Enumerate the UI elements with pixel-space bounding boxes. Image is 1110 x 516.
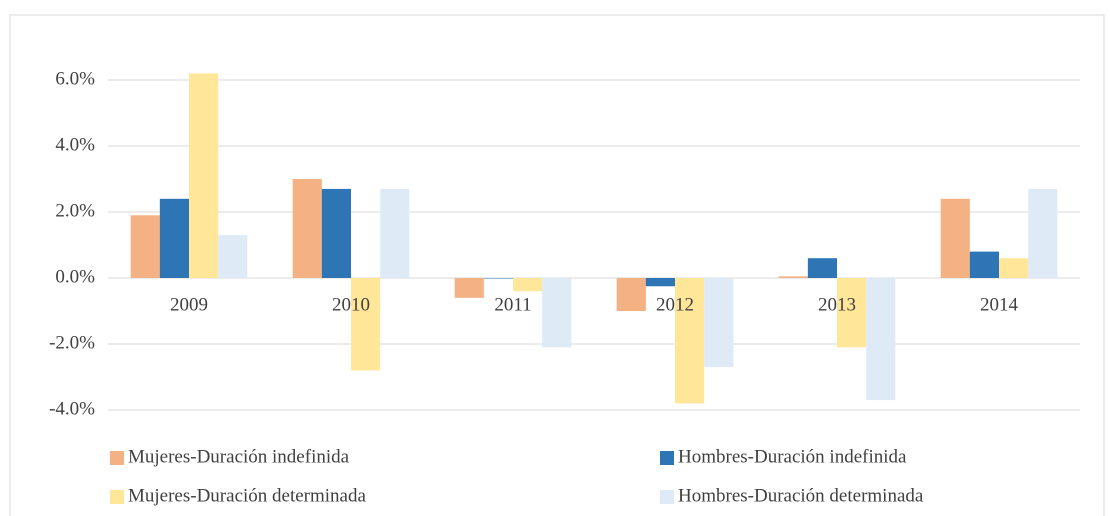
- bar: [542, 278, 572, 348]
- legend-swatch: [660, 451, 674, 465]
- bar: [189, 73, 219, 279]
- legend-label: Hombres-Duración determinada: [678, 485, 924, 506]
- legend-swatch: [110, 451, 124, 465]
- y-tick-label: -4.0%: [49, 398, 95, 419]
- bar: [866, 278, 896, 401]
- bar: [292, 179, 322, 278]
- y-tick-label: -2.0%: [49, 332, 95, 353]
- y-tick-label: 0.0%: [55, 266, 95, 287]
- bar: [380, 188, 410, 278]
- chart-frame: [9, 14, 1105, 516]
- bar: [645, 278, 675, 287]
- bar: [616, 278, 646, 311]
- bar: [159, 198, 189, 278]
- bar: [837, 278, 867, 348]
- bar: [704, 278, 734, 368]
- bar: [513, 278, 543, 292]
- legend-swatch: [110, 490, 124, 504]
- legend-label: Mujeres-Duración determinada: [128, 485, 366, 506]
- bar: [130, 215, 160, 278]
- x-tick-label: 2009: [170, 294, 208, 315]
- bar: [807, 258, 837, 278]
- bar: [675, 278, 705, 404]
- bar: [218, 235, 248, 278]
- bar: [940, 198, 970, 278]
- bar: [969, 251, 999, 278]
- bar: [1028, 188, 1058, 278]
- bar: [999, 258, 1029, 278]
- x-tick-label: 2011: [494, 294, 531, 315]
- x-tick-label: 2012: [656, 294, 694, 315]
- y-tick-label: 6.0%: [55, 68, 95, 89]
- legend-label: Hombres-Duración indefinida: [678, 446, 907, 467]
- y-tick-label: 2.0%: [55, 200, 95, 221]
- legend-swatch: [660, 490, 674, 504]
- bar: [351, 278, 381, 371]
- y-tick-label: 4.0%: [55, 134, 95, 155]
- legend-label: Mujeres-Duración indefinida: [128, 446, 350, 467]
- bar: [454, 278, 484, 298]
- x-tick-label: 2014: [980, 294, 1019, 315]
- bar: [778, 276, 808, 278]
- x-tick-label: 2013: [818, 294, 856, 315]
- x-tick-label: 2010: [332, 294, 370, 315]
- bar: [483, 278, 513, 279]
- bar: [321, 188, 351, 278]
